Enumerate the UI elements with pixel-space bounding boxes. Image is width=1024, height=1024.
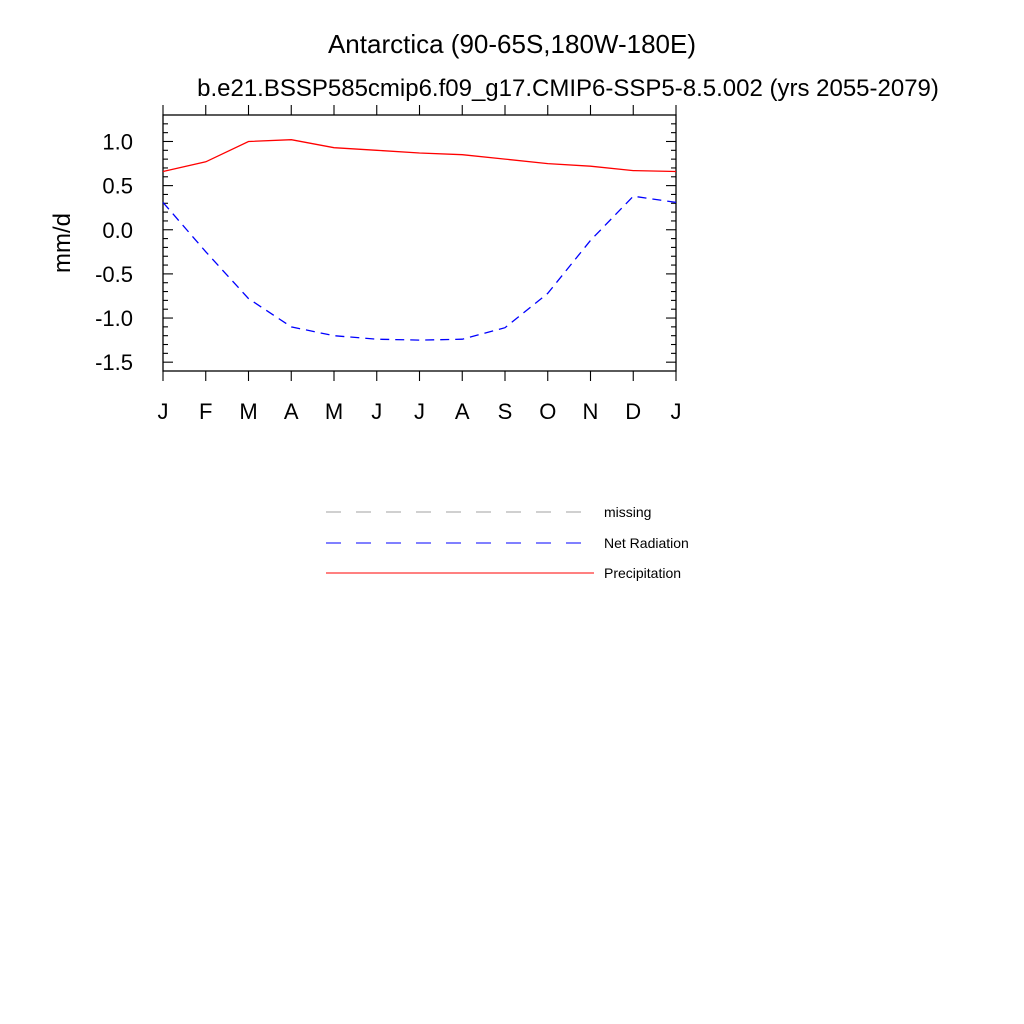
legend: missing Net Radiation Precipitation	[326, 504, 689, 581]
y-tick-label: 1.0	[102, 129, 133, 154]
x-tick-label: S	[498, 399, 513, 424]
x-tick-label: J	[414, 399, 425, 424]
series-precipitation	[162, 139, 677, 173]
legend-label-net-radiation: Net Radiation	[604, 535, 689, 551]
x-tick-label: A	[284, 399, 299, 424]
legend-label-missing: missing	[604, 504, 651, 520]
chart-subtitle: b.e21.BSSP585cmip6.f09_g17.CMIP6-SSP5-8.…	[197, 75, 939, 102]
x-tick-label: A	[455, 399, 470, 424]
y-tick-label: -1.0	[95, 306, 133, 331]
x-tick-label: M	[325, 399, 343, 424]
axis-ticks: 1.0 0.5 0.0 -0.5 -1.0 -1.5 J F M A M J J A S O N D J	[95, 105, 682, 424]
x-tick-label: N	[583, 399, 599, 424]
y-tick-label: 0.0	[102, 218, 133, 243]
y-tick-label: -1.5	[95, 350, 133, 375]
chart-title: Antarctica (90-65S,180W-180E)	[328, 29, 696, 59]
series-lines	[162, 139, 677, 341]
x-tick-label: J	[158, 399, 169, 424]
y-tick-label: 0.5	[102, 174, 133, 199]
series-net-radiation	[162, 195, 677, 341]
x-tick-label: F	[199, 399, 212, 424]
x-tick-label: O	[539, 399, 556, 424]
x-tick-label: D	[625, 399, 641, 424]
legend-label-precipitation: Precipitation	[604, 565, 681, 581]
x-tick-label: J	[371, 399, 382, 424]
x-tick-label: J	[671, 399, 682, 424]
y-tick-label: -0.5	[95, 262, 133, 287]
y-axis-title: mm/d	[49, 213, 76, 273]
x-tick-label: M	[239, 399, 257, 424]
